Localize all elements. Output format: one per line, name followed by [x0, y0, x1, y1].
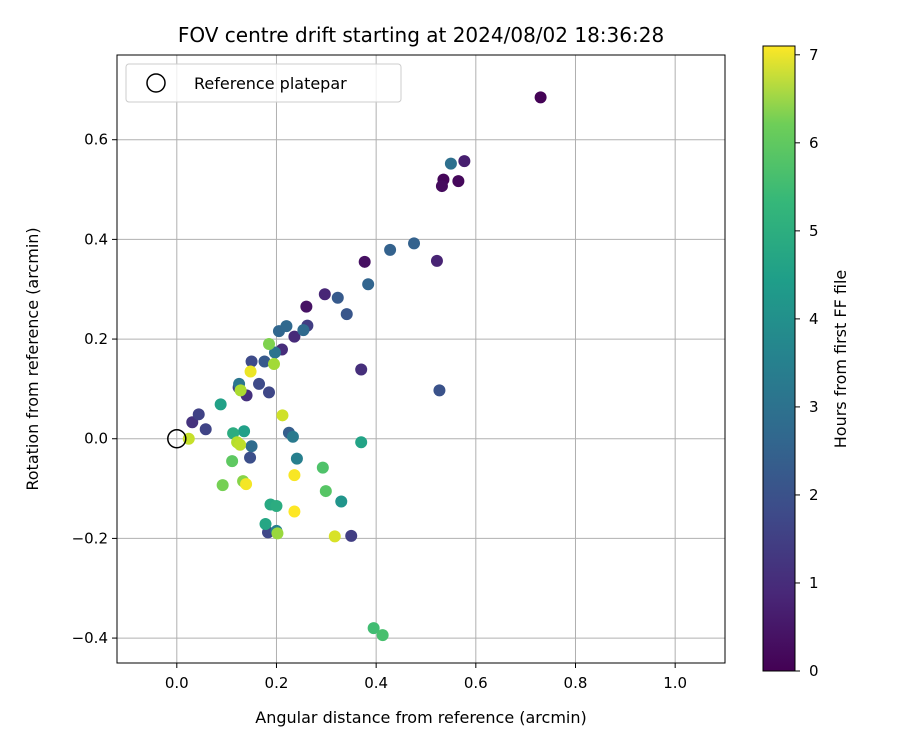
x-tick-label: 0.8 [564, 674, 588, 692]
data-point [367, 622, 380, 635]
data-point [192, 408, 205, 421]
data-point [316, 461, 329, 474]
data-point [288, 469, 301, 482]
y-tick-label: 0.4 [84, 230, 108, 248]
data-point [340, 308, 353, 321]
data-point [297, 324, 310, 337]
data-point [234, 384, 247, 397]
data-point [286, 430, 299, 443]
data-point [300, 300, 313, 313]
data-point [433, 384, 446, 397]
data-point [238, 425, 251, 438]
colorbar-tick-label: 1 [809, 574, 819, 592]
plot-frame [116, 54, 726, 664]
data-point [430, 254, 443, 267]
data-point [384, 243, 397, 256]
data-point [328, 530, 341, 543]
data-point [276, 409, 289, 422]
colorbar-gradient [762, 45, 796, 672]
x-tick-label: 1.0 [663, 674, 687, 692]
data-point [199, 423, 212, 436]
x-axis-label: Angular distance from reference (arcmin) [255, 708, 586, 727]
legend-entry-label: Reference platepar [194, 74, 347, 93]
data-point [376, 629, 389, 642]
y-tick-label: −0.4 [72, 629, 108, 647]
data-point [244, 365, 257, 378]
reference-platepar-marker [167, 428, 187, 449]
data-point [240, 478, 253, 491]
colorbar-tick-label: 7 [809, 46, 819, 64]
data-point [245, 355, 258, 368]
data-point [270, 500, 283, 513]
data-point [444, 157, 457, 170]
legend: Reference platepar [125, 63, 402, 103]
axis-ticks: 0.0 0.2 0.4 0.6 0.8 1.0 −0.4 −0.2 0.0 0.2 0.4 0.6 [72, 131, 688, 692]
data-point [362, 278, 375, 291]
colorbar: 0 1 2 3 4 5 6 7 Hours from first FF file [762, 45, 850, 680]
data-point [335, 495, 348, 508]
data-point [258, 355, 271, 368]
data-point [259, 517, 272, 530]
y-tick-label: −0.2 [72, 529, 108, 547]
data-point [331, 291, 344, 304]
data-point [267, 357, 280, 370]
y-tick-label: 0.2 [84, 330, 108, 348]
colorbar-tick-label: 5 [809, 222, 819, 240]
grid [117, 55, 725, 663]
data-point [271, 527, 284, 540]
colorbar-tick-label: 2 [809, 486, 819, 504]
data-point [216, 479, 229, 492]
data-point [534, 91, 547, 104]
data-point [227, 427, 240, 440]
colorbar-tick-label: 3 [809, 398, 819, 416]
data-point [458, 155, 471, 168]
data-point [244, 451, 257, 464]
data-point [452, 175, 465, 188]
data-point [226, 455, 239, 468]
data-point [263, 386, 275, 399]
data-point [345, 529, 358, 542]
data-point [186, 416, 199, 429]
data-point [280, 320, 293, 333]
data-point [319, 485, 332, 498]
colorbar-label: Hours from first FF file [831, 270, 850, 449]
data-point [290, 452, 303, 465]
data-point [245, 440, 258, 453]
y-tick-label: 0.0 [84, 430, 108, 448]
data-point [408, 237, 421, 250]
data-point [288, 505, 301, 518]
legend-open-circle-icon [146, 73, 166, 93]
data-points [182, 91, 547, 642]
data-point [358, 255, 371, 268]
data-point [318, 288, 331, 301]
data-point [263, 338, 275, 351]
y-tick-label: 0.6 [84, 131, 108, 149]
data-point [355, 363, 368, 376]
colorbar-tick-label: 0 [809, 662, 819, 680]
colorbar-tick-label: 4 [809, 310, 819, 328]
data-point [268, 346, 281, 359]
data-point [288, 330, 301, 343]
data-point [214, 398, 227, 411]
colorbar-ticks: 0 1 2 3 4 5 6 7 [795, 46, 819, 680]
legend-box [125, 63, 402, 103]
data-point [435, 180, 448, 193]
x-tick-label: 0.2 [265, 674, 289, 692]
x-tick-label: 0.4 [364, 674, 388, 692]
x-tick-label: 0.0 [165, 674, 189, 692]
y-axis-label: Rotation from reference (arcmin) [23, 227, 42, 490]
chart-title: FOV centre drift starting at 2024/08/02 … [178, 23, 664, 47]
data-point [253, 377, 266, 390]
x-tick-label: 0.6 [464, 674, 488, 692]
colorbar-tick-label: 6 [809, 134, 819, 152]
data-point [234, 438, 247, 451]
data-point [355, 436, 368, 449]
